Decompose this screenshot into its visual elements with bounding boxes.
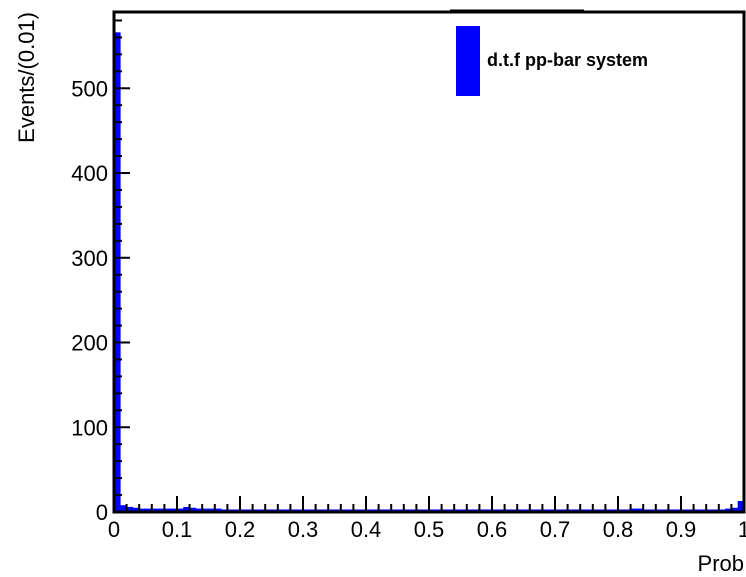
histogram-bar [126, 506, 134, 512]
y-tick-label: 200 [71, 331, 108, 356]
y-tick-label: 300 [71, 246, 108, 271]
y-axis: 0 100 200 300 400 500 [71, 19, 130, 525]
histogram-bar [731, 507, 738, 512]
plot-frame [112, 10, 746, 514]
histogram-bar [177, 508, 184, 512]
x-tick-label: 0.7 [540, 517, 571, 542]
histogram-bar [164, 508, 171, 512]
histogram-bars [114, 32, 745, 512]
histogram-bar [189, 507, 197, 512]
histogram-bar [183, 506, 190, 512]
histogram-bar [725, 508, 732, 512]
legend-swatch [456, 26, 480, 96]
x-tick-label: 0.1 [162, 517, 193, 542]
histogram-bar [636, 508, 644, 512]
histogram-bar [170, 508, 178, 512]
histogram-bar [737, 500, 745, 512]
x-axis: 0 0.1 0.2 0.3 0.4 0.5 0.6 0.7 0.8 0.9 1 [108, 496, 746, 542]
histogram-bar [202, 508, 209, 512]
y-tick-label: 100 [71, 415, 108, 440]
x-tick-label: 0.4 [351, 517, 382, 542]
histogram-bar [630, 508, 638, 512]
histogram-bar [145, 508, 153, 512]
histogram-bar [120, 505, 127, 512]
histogram-bar [208, 508, 216, 512]
histogram-bar [195, 508, 203, 512]
x-tick-label: 1 [738, 517, 746, 542]
legend: d.t.f pp-bar system [450, 9, 648, 96]
y-tick-label: 400 [71, 161, 108, 186]
y-tick-label: 0 [96, 500, 108, 525]
y-axis-title: Events/(0.01) [14, 12, 39, 143]
x-tick-label: 0.9 [666, 517, 697, 542]
histogram-bar [151, 508, 159, 512]
x-tick-label: 0.6 [477, 517, 508, 542]
y-tick-label: 500 [71, 76, 108, 101]
histogram-bar [214, 508, 222, 512]
x-tick-label: 0.3 [288, 517, 319, 542]
histogram-bar [114, 32, 121, 512]
histogram-bar [139, 508, 146, 512]
x-tick-label: 0.2 [225, 517, 256, 542]
histogram-bar [132, 507, 140, 512]
x-tick-label: 0.5 [414, 517, 445, 542]
x-axis-title: Prob [698, 551, 744, 576]
legend-label: d.t.f pp-bar system [487, 50, 648, 70]
histogram-bar [158, 508, 165, 512]
x-tick-label: 0 [108, 517, 120, 542]
x-tick-label: 0.8 [603, 517, 634, 542]
